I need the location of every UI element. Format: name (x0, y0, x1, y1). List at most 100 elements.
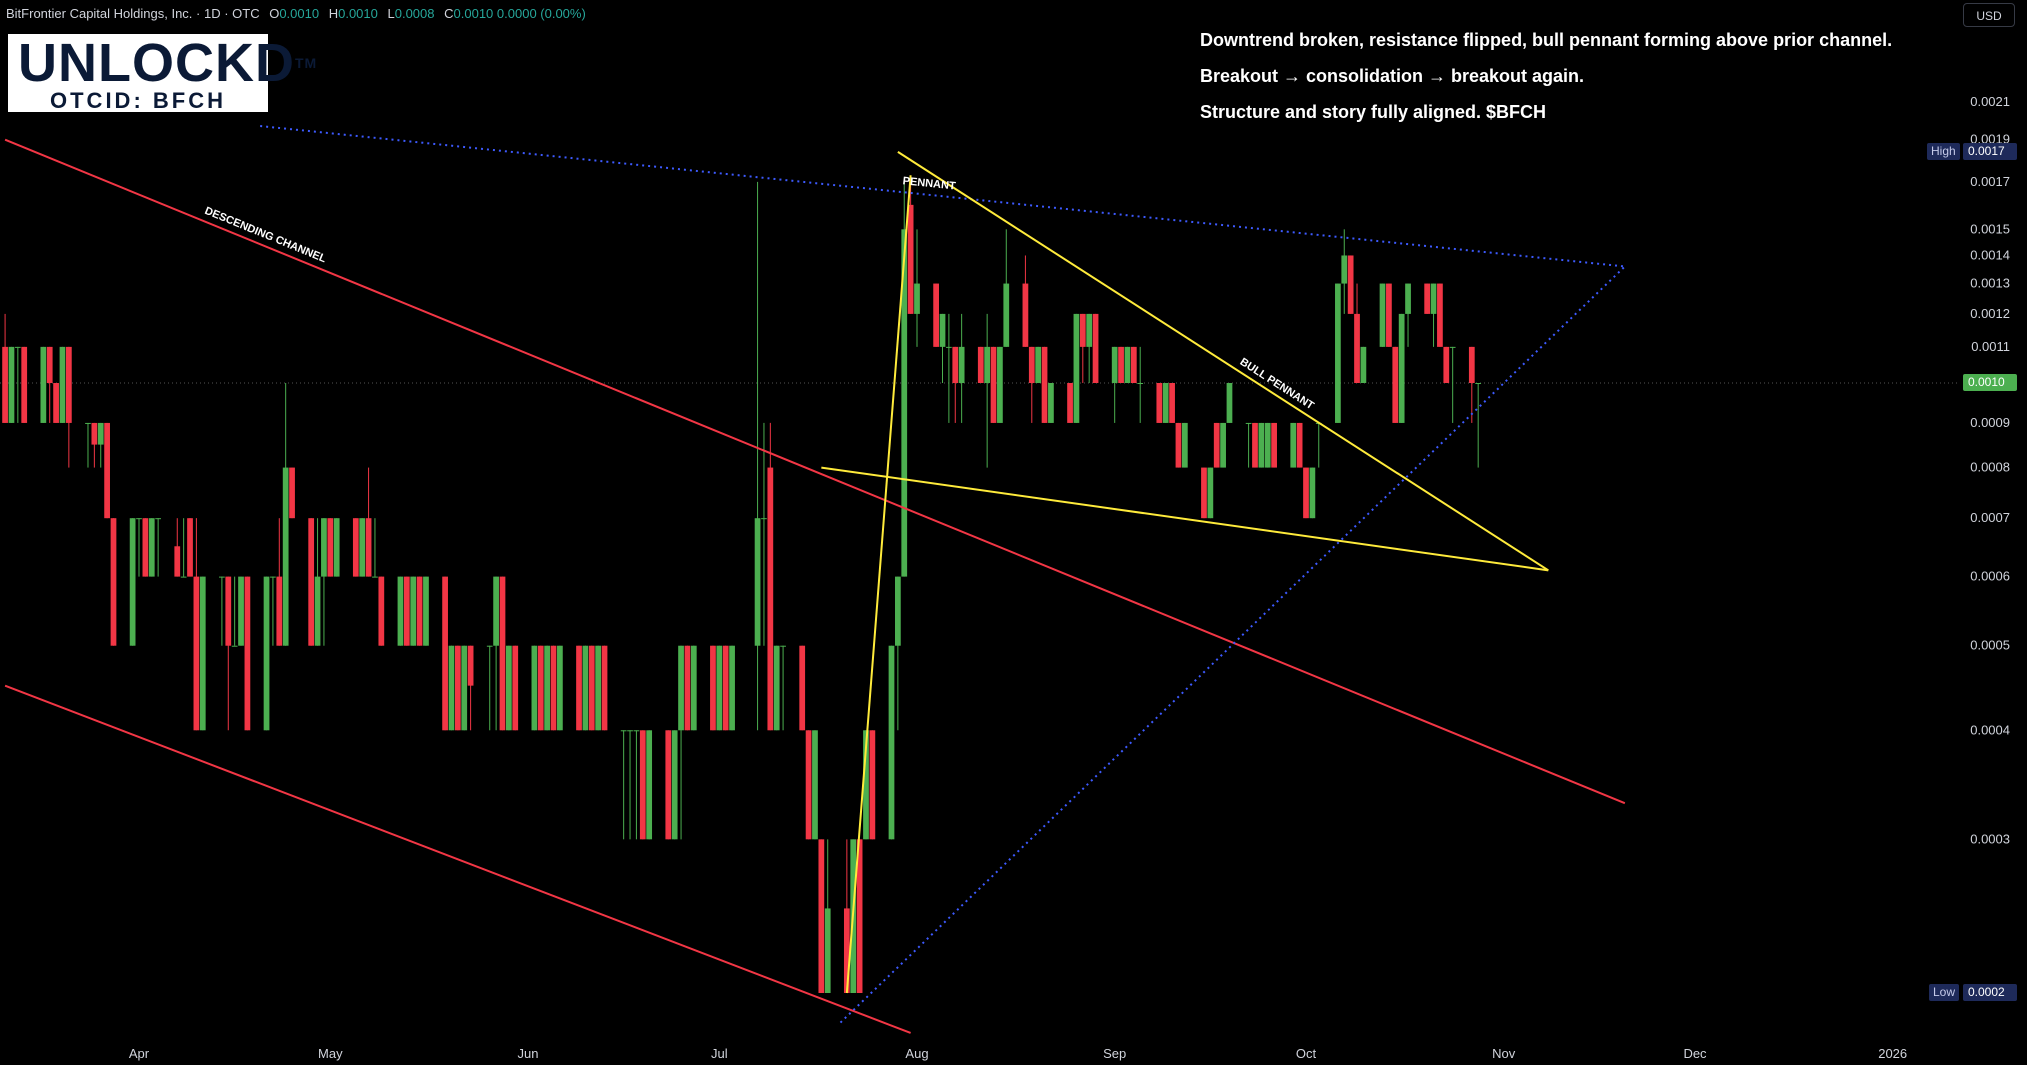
candle-body (997, 346, 1003, 423)
candle-body (1303, 467, 1309, 519)
candle-body (620, 730, 627, 732)
candle-body (1213, 422, 1220, 468)
logo-trademark: TM (294, 55, 318, 71)
candle-body (710, 645, 716, 731)
candle-body (869, 730, 876, 840)
candle-body (148, 518, 155, 577)
descending-channel-lower-line (4, 684, 911, 1034)
candle-body (958, 346, 965, 383)
candle-body (59, 346, 66, 423)
candle-body (754, 518, 761, 646)
candle-body (576, 645, 582, 731)
candle-body (2, 346, 8, 423)
candle-body (270, 576, 276, 578)
candle-body (678, 645, 684, 731)
candle-body (174, 546, 181, 577)
candle-body (1424, 283, 1431, 314)
candle-body (1201, 467, 1207, 519)
candle-body (1092, 313, 1099, 383)
candle-body (40, 346, 47, 423)
annotation-note-1: Downtrend broken, resistance flipped, bu… (1200, 30, 1893, 50)
candle-body (780, 645, 786, 647)
candle-body (633, 730, 640, 732)
candle-body (888, 645, 895, 840)
candle-body (1175, 422, 1182, 468)
candle-body (97, 422, 104, 445)
candle-body (91, 422, 98, 445)
candle-body (1475, 383, 1482, 384)
logo-brand: UNLOCKDTM (18, 36, 316, 90)
candle-body (773, 645, 780, 731)
candle-body (1022, 283, 1029, 347)
candle-body (372, 576, 378, 578)
candle-body (1086, 313, 1093, 347)
currency-selector[interactable]: USD (1963, 3, 2015, 27)
candle-body (646, 730, 653, 840)
candle-body (282, 467, 289, 646)
candle-body (1379, 283, 1386, 347)
candle-body (1290, 422, 1297, 468)
candle-body (639, 730, 646, 840)
candle-body (671, 730, 678, 840)
candle-body (225, 576, 232, 646)
candle-body (423, 576, 429, 646)
candle-body (1048, 383, 1054, 423)
candle-body (65, 346, 72, 423)
candle-body (1169, 383, 1175, 423)
symbol-header[interactable]: BitFrontier Capital Holdings, Inc. · 1D … (6, 6, 586, 21)
breakout-leg-line (845, 175, 912, 994)
candle-body (1437, 283, 1443, 347)
candle-body (486, 645, 493, 647)
y-tick-label: 0.0006 (1970, 569, 2010, 584)
candle-body (8, 346, 15, 423)
candle-body (1181, 422, 1188, 468)
descending-channel-upper-line (4, 138, 1626, 805)
y-axis[interactable]: 0.00020.00030.00040.00050.00060.00070.00… (1970, 94, 2010, 1000)
candle-body (843, 908, 850, 993)
candle-body (199, 576, 206, 731)
pennant-label: PENNANT (902, 175, 956, 192)
x-tick-label: Apr (129, 1046, 150, 1061)
logo-ticker: OTCID: BFCH (50, 88, 226, 113)
candle-body (684, 645, 691, 731)
candle-body (442, 576, 448, 731)
candle-body (14, 346, 21, 348)
open-value: 0.0010 (279, 6, 320, 21)
pennant-lower-line (839, 265, 1626, 1024)
candle-body (946, 346, 952, 348)
candle-body (544, 645, 551, 731)
candle-body (289, 467, 295, 519)
bull-pennant-label: BULL PENNANT (1238, 356, 1317, 412)
x-axis[interactable]: Apr May Jun Jul Aug Sep Oct Nov Dec 2026 (129, 1046, 1907, 1061)
candle-body (410, 576, 417, 646)
candle-body (85, 422, 91, 424)
candle-body (537, 645, 544, 731)
y-tick-label: 0.0013 (1970, 276, 2010, 291)
candle-body (461, 645, 468, 731)
candle-body (863, 730, 869, 840)
candle-body (359, 518, 366, 577)
candle-body (977, 346, 984, 383)
high-label: H (328, 6, 339, 21)
candle-body (1309, 467, 1316, 519)
candle-body (276, 576, 283, 646)
candle-body (1449, 346, 1456, 348)
candle-body (512, 645, 519, 731)
candle-body (1341, 255, 1348, 284)
candle-body (365, 518, 372, 577)
candle-body (104, 422, 110, 519)
candle-body (1118, 346, 1124, 383)
candle-body (321, 518, 327, 577)
candle-body (327, 518, 334, 577)
candle-body (716, 645, 723, 731)
candle-body (21, 346, 28, 423)
candle-body (1335, 283, 1341, 423)
candle-body (238, 576, 244, 646)
candle-body (403, 576, 410, 646)
y-tick-label: 0.0005 (1970, 638, 2010, 653)
symbol-title[interactable]: BitFrontier Capital Holdings, Inc. · 1D … (6, 6, 260, 21)
y-tick-label: 0.0012 (1970, 306, 2010, 321)
x-tick-label: Sep (1103, 1046, 1126, 1061)
candle-body (939, 313, 946, 347)
